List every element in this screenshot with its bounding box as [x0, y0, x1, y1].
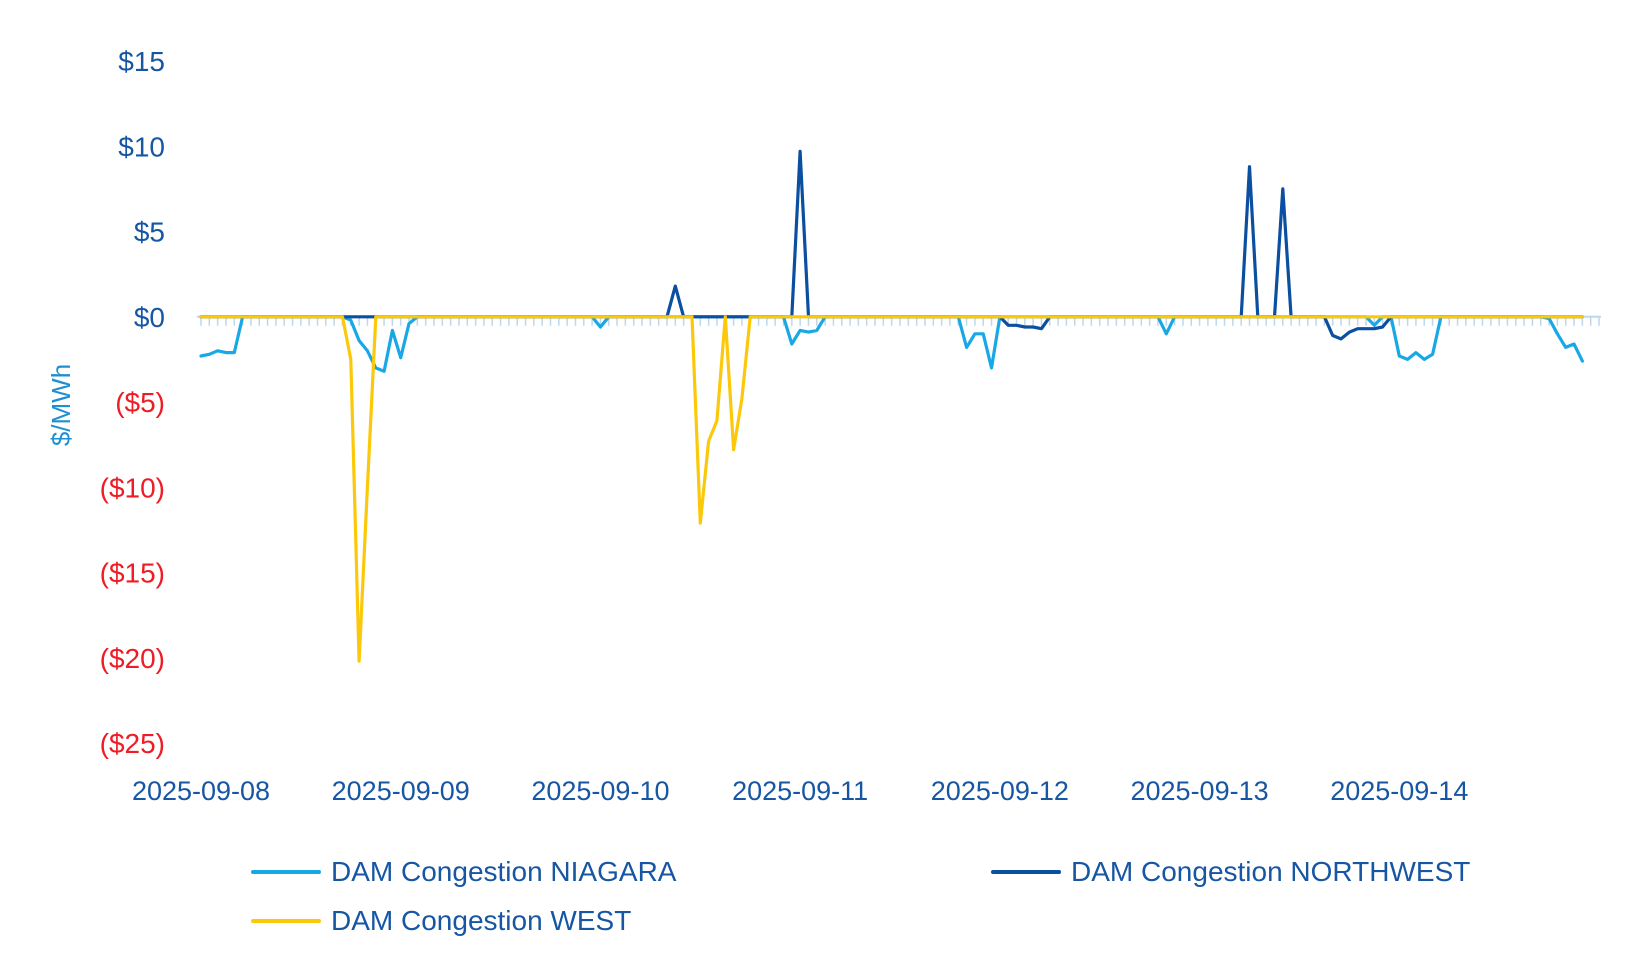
x-tick-label: 2025-09-11	[732, 776, 868, 806]
x-tick-label: 2025-09-09	[332, 776, 470, 806]
y-tick-label: ($25)	[100, 728, 165, 759]
x-tick-label: 2025-09-14	[1330, 776, 1468, 806]
y-tick-label: ($20)	[100, 643, 165, 674]
x-tick-label: 2025-09-10	[531, 776, 669, 806]
y-axis-label: $/MWh	[46, 364, 76, 446]
y-tick-label: $15	[118, 46, 165, 77]
y-tick-label: $0	[134, 302, 165, 333]
x-tick-label: 2025-09-12	[931, 776, 1069, 806]
y-tick-label: ($15)	[100, 558, 165, 589]
y-axis-ticks: $15 $10 $5 $0 ($5) ($10) ($15) ($20) ($25)	[100, 46, 165, 759]
y-tick-label: $5	[134, 217, 165, 248]
x-tick-label: 2025-09-08	[132, 776, 270, 806]
x-axis-ticks: 2025-09-08 2025-09-09 2025-09-10 2025-09-11…	[132, 776, 1468, 806]
y-tick-label: ($10)	[100, 472, 165, 503]
y-tick-label: $10	[118, 131, 165, 162]
x-tick-label: 2025-09-13	[1131, 776, 1269, 806]
y-tick-label: ($5)	[115, 387, 165, 418]
series-line-west	[199, 315, 1585, 663]
series-line-northwest	[199, 149, 1585, 341]
series-lines	[199, 149, 1585, 663]
